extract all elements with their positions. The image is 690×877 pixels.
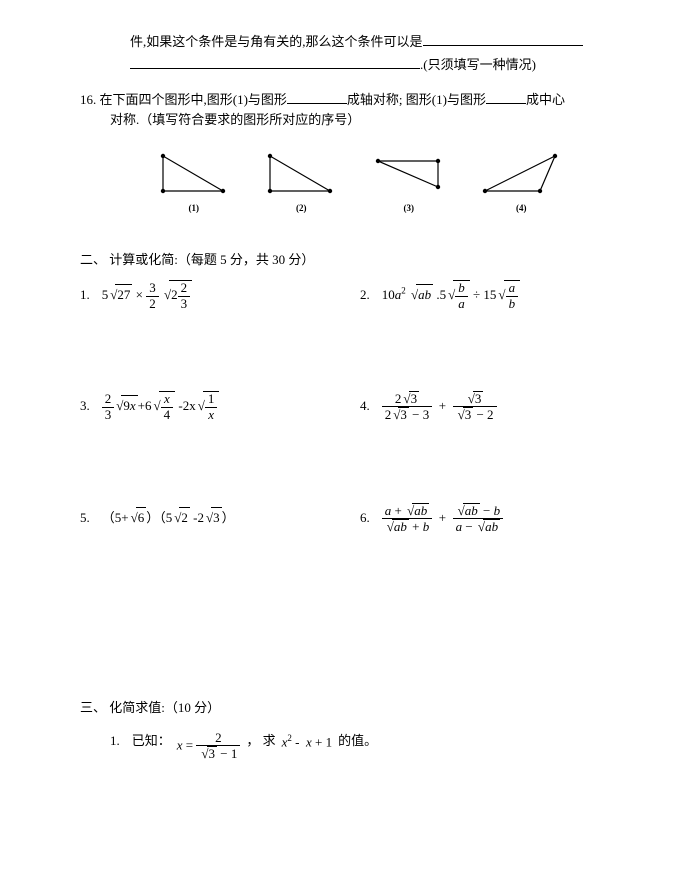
q16-blank2[interactable] (486, 91, 526, 104)
triangle-1-icon (158, 151, 230, 197)
prob-5: 5. （5+6）（52 -23） (80, 503, 360, 535)
section-3-head: 三、 化简求值:（10 分） (50, 698, 640, 719)
shape-1: (1) (158, 151, 230, 215)
prob-4-num: 4. (360, 396, 370, 417)
sec3-p1-expr1: x = 23 − 1 (177, 731, 241, 762)
shapes-row: (1) (2) (3) (4) (50, 131, 640, 225)
prob-1: 1. 527 × 32 223 (80, 280, 360, 311)
q15-text-a: 件,如果这个条件是与角有关的,那么这个条件可以是 (130, 34, 423, 49)
sec3-p1-c: 的值。 (338, 731, 377, 762)
shape-2: (2) (265, 151, 337, 215)
shape-4: (4) (480, 151, 562, 215)
prob-3: 3. 239x+6x4 -2x1x (80, 391, 360, 423)
triangle-2-icon (265, 151, 337, 197)
prob-6-num: 6. (360, 508, 370, 529)
shape-3-label: (3) (373, 201, 445, 215)
prob-row-2: 3. 239x+6x4 -2x1x 4. 2323 − 3 + 33 − 2 (50, 391, 640, 423)
q16-num: 16. (80, 92, 96, 107)
prob-1-expr: 527 × 32 223 (102, 280, 192, 311)
triangle-3-icon (373, 151, 445, 197)
q15-blank2[interactable] (130, 56, 420, 69)
q16-blank1[interactable] (287, 91, 347, 104)
q15-line1: 件,如果这个条件是与角有关的,那么这个条件可以是 (50, 32, 640, 53)
prob-4: 4. 2323 − 3 + 33 − 2 (360, 391, 640, 423)
prob-3-num: 3. (80, 396, 90, 417)
prob-row-1: 1. 527 × 32 223 2. 10a2 ab .5ba ÷ 15ab (50, 280, 640, 311)
triangle-4-icon (480, 151, 562, 197)
section-2-head: 二、 计算或化简:（每题 5 分，共 30 分） (50, 250, 640, 271)
shape-2-label: (2) (265, 201, 337, 215)
prob-row-3: 5. （5+6）（52 -23） 6. a + abab + b + ab − … (50, 503, 640, 535)
sec3-p1-expr2: x2 - x + 1 (282, 731, 333, 762)
prob-6: 6. a + abab + b + ab − ba − ab (360, 503, 640, 535)
prob-6-expr: a + abab + b + ab − ba − ab (382, 503, 503, 535)
prob-5-expr: （5+6）（52 -23） (102, 507, 235, 529)
prob-1-num: 1. (80, 285, 90, 306)
prob-2: 2. 10a2 ab .5ba ÷ 15ab (360, 280, 640, 311)
shape-1-label: (1) (158, 201, 230, 215)
prob-2-num: 2. (360, 285, 370, 306)
sec3-p1-num: 1. (110, 731, 120, 762)
prob-5-num: 5. (80, 508, 90, 529)
shape-3: (3) (373, 151, 445, 215)
q16: 16. 在下面四个图形中,图形(1)与图形 成轴对称; 图形(1)与图形 成中心 对… (50, 90, 640, 132)
sec3-prob-1: 1. 已知： x = 23 − 1 ， 求 x2 - x + 1 的值。 (50, 731, 640, 762)
q16-text-a: 在下面四个图形中,图形(1)与图形 (100, 92, 287, 107)
q15-line2: .(只须填写一种情况) (50, 55, 640, 76)
q16-text-d: 对称.（填写符合要求的图形所对应的序号） (110, 110, 640, 131)
q16-text-b: 成轴对称; 图形(1)与图形 (347, 92, 486, 107)
q15-text-b: .(只须填写一种情况) (420, 57, 536, 72)
prob-3-expr: 239x+6x4 -2x1x (102, 391, 220, 422)
q15-blank1[interactable] (423, 33, 583, 46)
sec3-p1-b: ， 求 (246, 731, 275, 762)
prob-2-expr: 10a2 ab .5ba ÷ 15ab (382, 280, 520, 311)
sec3-p1-a: 已知： (132, 731, 171, 762)
prob-4-expr: 2323 − 3 + 33 − 2 (382, 391, 497, 423)
shape-4-label: (4) (480, 201, 562, 215)
q16-text-c: 成中心 (526, 92, 565, 107)
